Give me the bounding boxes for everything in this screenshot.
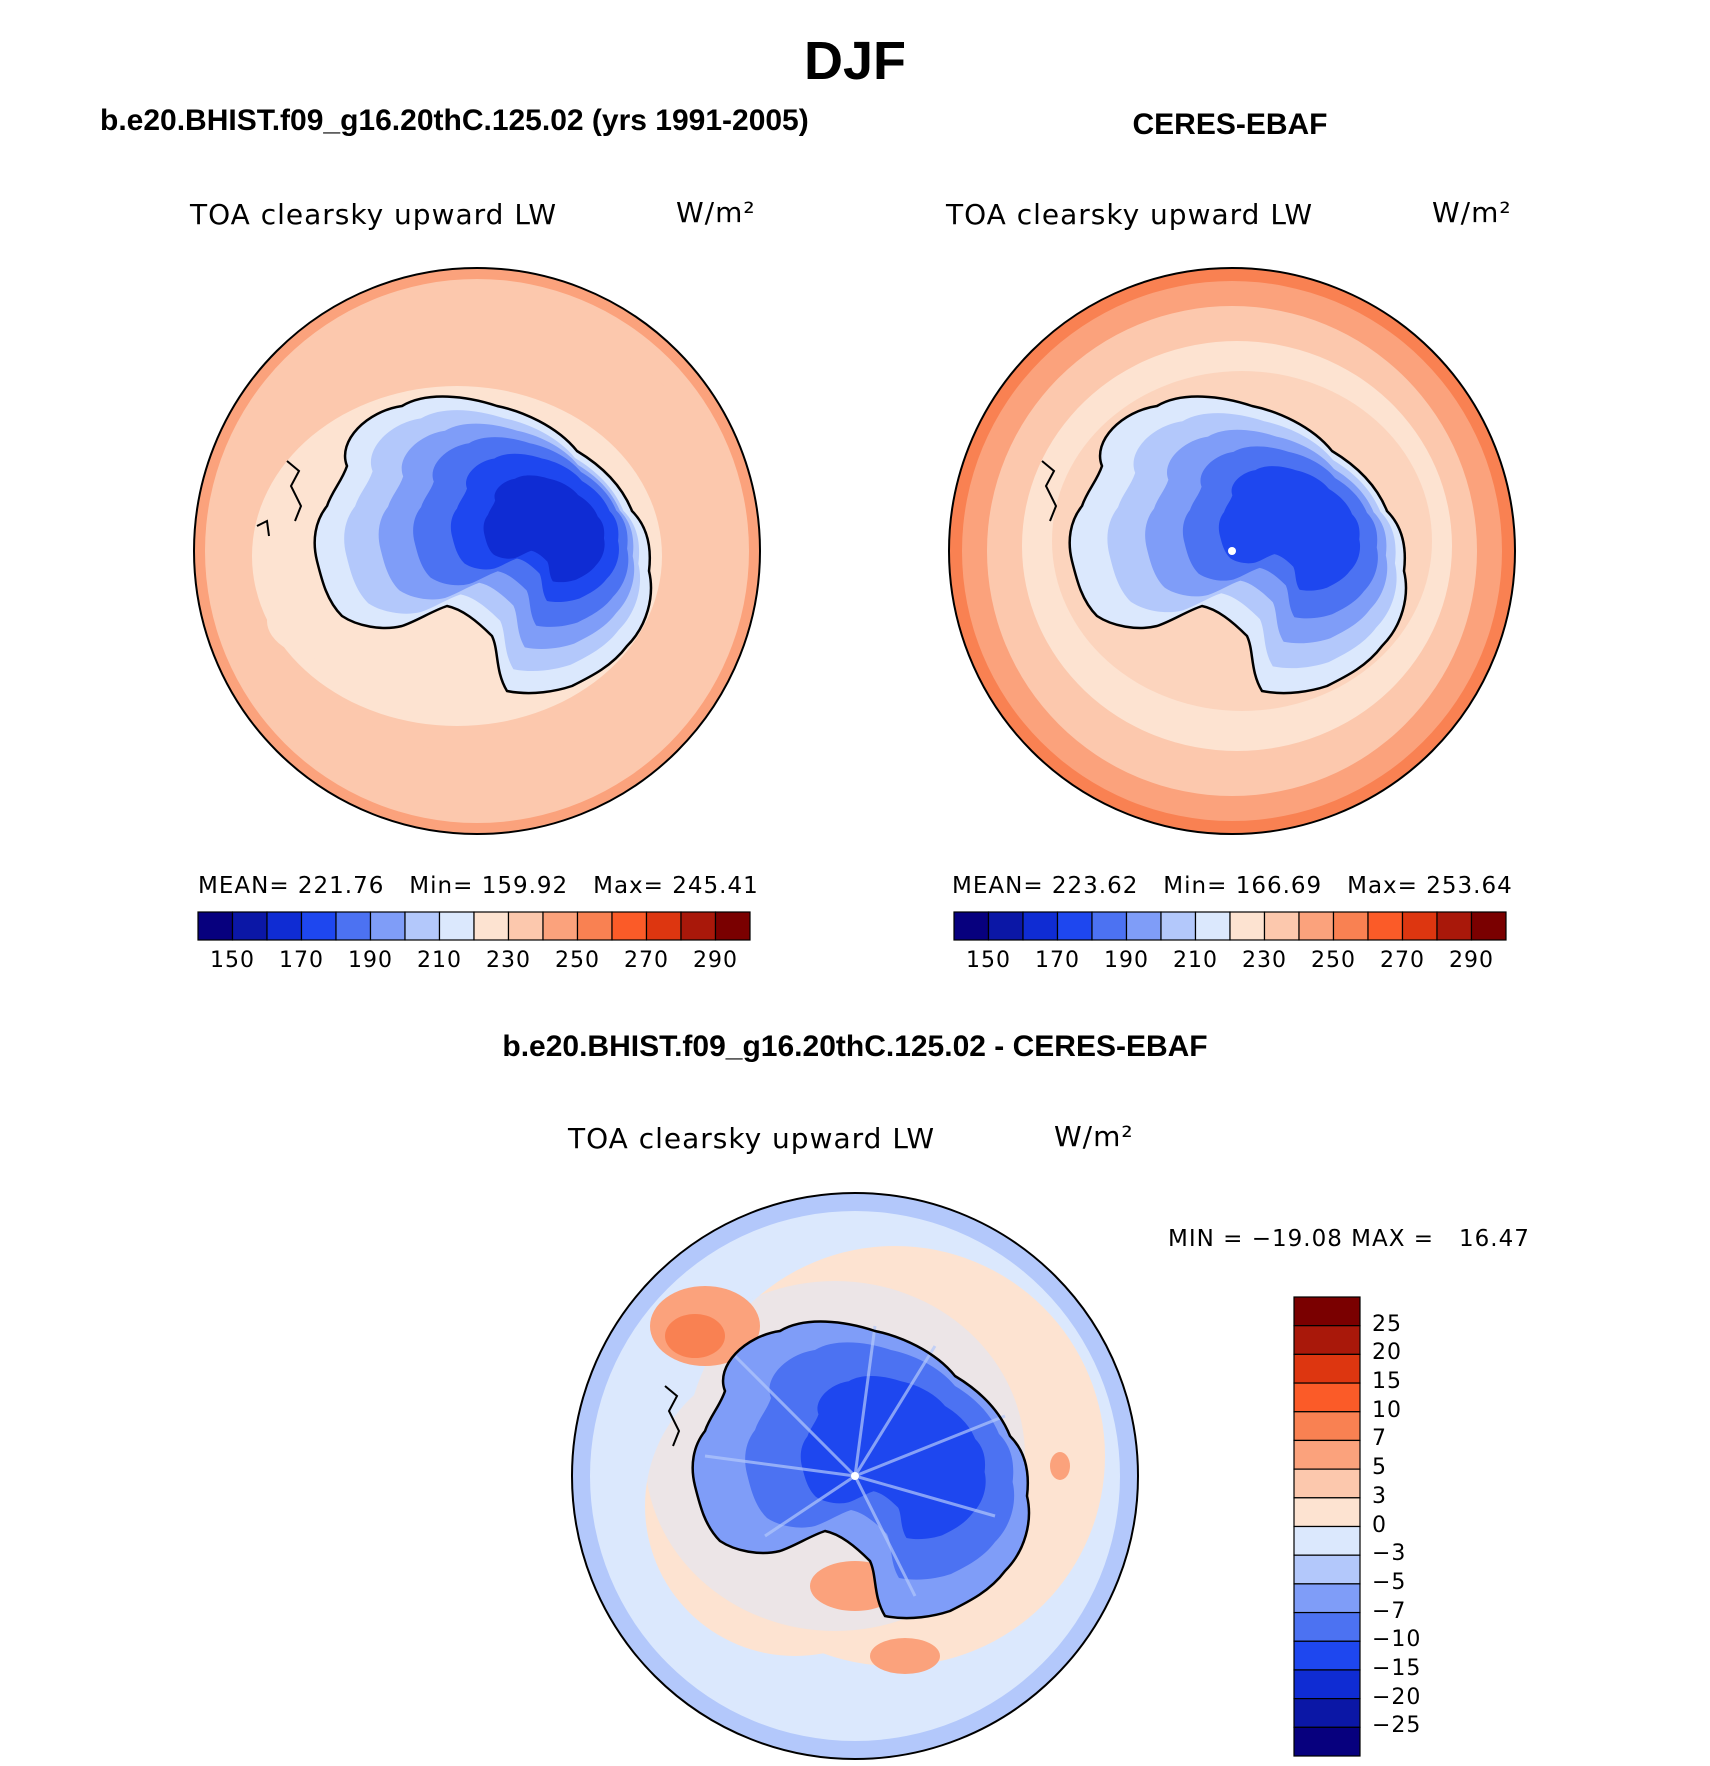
diff-colorbar-swatch <box>1293 1439 1361 1470</box>
model-colorbar-tick-label: 150 <box>210 948 255 973</box>
obs-variable-label: TOA clearsky upward LW <box>946 198 1314 231</box>
model-colorbar-swatch <box>438 911 475 941</box>
diff-colorbar-tick-label: −10 <box>1372 1627 1422 1653</box>
diff-colorbar-swatch <box>1293 1554 1361 1585</box>
diff-colorbar-swatch <box>1293 1640 1361 1671</box>
diff-colorbar-tick-label: −15 <box>1372 1655 1422 1681</box>
diff-colorbar-swatch <box>1293 1726 1361 1757</box>
model-colorbar-tick-label: 210 <box>417 948 462 973</box>
diff-colorbar-tick-label: 5 <box>1372 1455 1387 1481</box>
diff-colorbar-tick-label: 15 <box>1372 1369 1402 1395</box>
diff-colorbar-tick-label: 0 <box>1372 1512 1387 1538</box>
diff-colorbar-tick-label: −5 <box>1372 1569 1407 1595</box>
model-colorbar-swatch <box>369 911 406 941</box>
obs-colorbar-swatch <box>1160 911 1197 941</box>
model-panel-title: b.e20.BHIST.f09_g16.20thC.125.02 (yrs 19… <box>100 104 809 137</box>
diff-colorbar-tick-label: 20 <box>1372 1340 1402 1366</box>
obs-colorbar-tick-label: 170 <box>1035 948 1080 973</box>
obs-colorbar-swatch <box>1194 911 1231 941</box>
diff-colorbar-swatch <box>1293 1611 1361 1642</box>
main-title: DJF <box>803 31 906 91</box>
obs-colorbar-tick-label: 150 <box>966 948 1011 973</box>
model-colorbar-tick-label: 290 <box>693 948 738 973</box>
diff-colorbar-swatch <box>1293 1698 1361 1728</box>
obs-colorbar-swatch <box>1470 911 1507 941</box>
model-colorbar-tick-label: 190 <box>348 948 393 973</box>
obs-colorbar-tick-label: 190 <box>1104 948 1149 973</box>
obs-colorbar-tick-label: 230 <box>1242 948 1287 973</box>
model-colorbar-swatch <box>473 911 510 941</box>
diff-colorbar-tick-label: −3 <box>1372 1541 1407 1567</box>
diff-colorbar-swatch <box>1293 1296 1361 1327</box>
diff-colorbar-swatch <box>1293 1468 1361 1499</box>
diff-colorbar-swatch <box>1293 1497 1361 1528</box>
model-colorbar-tick-label: 250 <box>555 948 600 973</box>
diff-units-label: W/m² <box>1054 1120 1134 1153</box>
model-colorbar-swatch <box>645 911 682 941</box>
diff-colorbar-swatch <box>1293 1325 1361 1355</box>
colorbar-obs <box>953 911 1507 941</box>
obs-colorbar-swatch <box>1401 911 1438 941</box>
diff-stats: MIN = −19.08 MAX = 16.47 <box>1168 1226 1530 1252</box>
diff-variable-label: TOA clearsky upward LW <box>568 1122 936 1155</box>
model-map <box>193 267 761 835</box>
diff-colorbar-tick-label: −20 <box>1372 1684 1422 1710</box>
diff-colorbar-swatch <box>1293 1583 1361 1614</box>
model-colorbar-swatch <box>335 911 372 941</box>
diff-colorbar-swatch <box>1293 1411 1361 1442</box>
diff-colorbar-tick-label: 25 <box>1372 1311 1402 1337</box>
colorbar-model <box>197 911 751 941</box>
diff-colorbar-swatch <box>1293 1525 1361 1556</box>
model-colorbar-swatch <box>404 911 441 941</box>
colorbar-diff <box>1293 1296 1361 1757</box>
model-colorbar-tick-label: 230 <box>486 948 531 973</box>
diff-colorbar-swatch <box>1293 1382 1361 1413</box>
obs-colorbar-swatch <box>1367 911 1404 941</box>
model-colorbar-swatch <box>197 911 234 941</box>
model-stats: MEAN= 221.76 Min= 159.92 Max= 245.41 <box>198 873 759 899</box>
obs-colorbar-tick-label: 250 <box>1311 948 1356 973</box>
model-colorbar-swatch <box>266 911 303 941</box>
obs-colorbar-swatch <box>1229 911 1266 941</box>
diff-colorbar-tick-label: 10 <box>1372 1397 1402 1423</box>
obs-colorbar-swatch <box>1332 911 1369 941</box>
model-variable-label: TOA clearsky upward LW <box>190 198 558 231</box>
model-colorbar-tick-label: 270 <box>624 948 669 973</box>
obs-colorbar-tick-label: 270 <box>1380 948 1425 973</box>
obs-colorbar-swatch <box>1091 911 1128 941</box>
diff-colorbar-swatch <box>1293 1353 1361 1384</box>
model-colorbar-swatch <box>507 911 544 941</box>
model-colorbar-swatch <box>300 911 337 941</box>
obs-colorbar-swatch <box>1298 911 1335 941</box>
obs-colorbar-swatch <box>1263 911 1300 941</box>
obs-units-label: W/m² <box>1432 196 1512 229</box>
diff-panel-title: b.e20.BHIST.f09_g16.20thC.125.02 - CERES… <box>502 1030 1208 1063</box>
obs-colorbar-swatch <box>1056 911 1093 941</box>
model-colorbar-swatch <box>680 911 717 941</box>
model-colorbar-swatch <box>611 911 648 941</box>
model-colorbar-tick-label: 170 <box>279 948 324 973</box>
diff-colorbar-swatch <box>1293 1669 1361 1700</box>
obs-colorbar-swatch <box>987 911 1024 941</box>
obs-colorbar-tick-label: 210 <box>1173 948 1218 973</box>
diff-colorbar-tick-label: −7 <box>1372 1598 1407 1624</box>
model-colorbar-swatch <box>542 911 579 941</box>
model-units-label: W/m² <box>676 196 756 229</box>
model-colorbar-swatch <box>231 911 268 941</box>
obs-colorbar-swatch <box>1022 911 1059 941</box>
diff-colorbar-tick-label: 3 <box>1372 1483 1387 1509</box>
obs-map <box>948 267 1516 835</box>
diff-colorbar-tick-label: −25 <box>1372 1713 1422 1739</box>
diff-map <box>571 1192 1139 1760</box>
obs-colorbar-tick-label: 290 <box>1449 948 1494 973</box>
obs-stats: MEAN= 223.62 Min= 166.69 Max= 253.64 <box>952 873 1513 899</box>
obs-colorbar-swatch <box>953 911 990 941</box>
obs-colorbar-swatch <box>1436 911 1473 941</box>
model-colorbar-swatch <box>714 911 751 941</box>
diff-colorbar-tick-label: 7 <box>1372 1426 1387 1452</box>
obs-panel-title: CERES-EBAF <box>1132 108 1328 141</box>
obs-colorbar-swatch <box>1125 911 1162 941</box>
model-colorbar-swatch <box>576 911 613 941</box>
